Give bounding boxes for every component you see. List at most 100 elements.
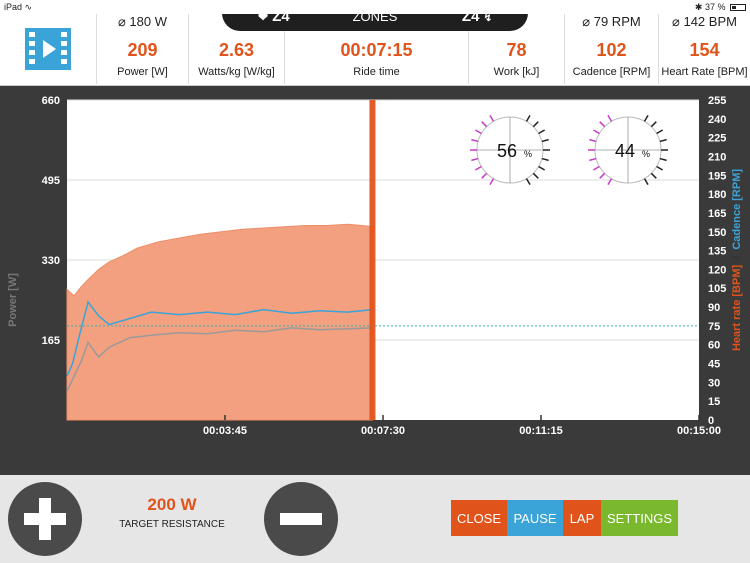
power-line — [66, 327, 373, 392]
gauge-value: 56 — [497, 141, 517, 161]
gauge-tick — [607, 114, 613, 122]
gauge-unit: % — [524, 149, 532, 159]
gauge-tick — [643, 178, 649, 186]
minus-icon — [280, 513, 322, 525]
y-right-tick-label: 180 — [708, 189, 726, 201]
watts-kg-value: 2.63 — [218, 40, 255, 60]
y-left-tick-label: 165 — [42, 335, 60, 347]
gauge-tick — [659, 157, 667, 162]
gauge-tick — [650, 121, 657, 128]
close-button[interactable]: CLOSE — [451, 500, 507, 536]
status-left: iPad ∿ — [4, 2, 32, 13]
settings-button[interactable]: SETTINGS — [601, 500, 678, 536]
pause-button[interactable]: PAUSE — [507, 500, 563, 536]
gauge-tick — [481, 172, 488, 179]
heart-icon: ❤ — [258, 10, 269, 24]
percentage-gauge: 44% — [588, 114, 668, 186]
status-right: ✱ 37 % — [695, 2, 746, 13]
avg-heart-rate: ⌀ 142 BPM — [672, 14, 737, 29]
gauge-tick — [589, 138, 597, 143]
lap-button[interactable]: LAP — [563, 500, 601, 536]
heart-rate-label: Heart Rate [BPM] — [661, 66, 748, 78]
metrics-header: ⌀ 180 W 209 Power [W] 2.63 Watts/kg [W/k… — [0, 0, 750, 86]
y-left-tick-label: 660 — [42, 95, 60, 107]
x-tick-label: 00:03:45 — [203, 425, 247, 437]
y-axis-label-cadence: Cadence [RPM] — [731, 169, 743, 250]
gauge-tick — [656, 129, 664, 135]
gauge-tick — [659, 138, 667, 143]
ride-time-label: Ride time — [353, 66, 400, 78]
tile-ride-time: 00:07:15 Ride time — [284, 0, 468, 84]
gauge-tick — [525, 178, 531, 186]
gauge-tick — [599, 121, 606, 128]
device-name: iPad — [4, 2, 23, 12]
gauge-tick — [592, 165, 600, 171]
current-time-cursor — [369, 100, 376, 420]
x-tick-label: 00:11:15 — [519, 425, 562, 437]
gauge-tick — [607, 178, 613, 186]
gauge-tick — [489, 178, 495, 186]
y-right-tick-label: 150 — [708, 227, 726, 239]
gauge-tick — [599, 172, 606, 179]
y-right-tick-label: 210 — [708, 151, 726, 163]
y-axis-label-separator: / — [731, 256, 743, 259]
ride-chart: 56% 44% 165330495660015304560759010512013… — [7, 95, 743, 437]
increase-resistance-button[interactable] — [8, 482, 82, 556]
avg-power: ⌀ 180 W — [117, 14, 167, 29]
power-value: 209 — [127, 40, 158, 60]
target-resistance: 200 W TARGET RESISTANCE — [108, 495, 236, 530]
gauge-tick — [538, 165, 546, 171]
tile-watts-kg: 2.63 Watts/kg [W/kg] — [188, 0, 284, 84]
battery-percent: 37 % — [704, 2, 726, 12]
work-value: 78 — [506, 40, 527, 60]
decrease-resistance-button[interactable] — [264, 482, 338, 556]
y-right-tick-label: 240 — [708, 114, 726, 126]
tile-heart-rate: ⌀ 142 BPM 154 Heart Rate [BPM] — [658, 0, 750, 84]
ride-time-value: 00:07:15 — [340, 40, 413, 60]
gauge-value: 44 — [615, 141, 635, 161]
target-resistance-value: 200 W — [147, 495, 197, 514]
status-bar: iPad ∿ ✱ 37 % — [0, 0, 750, 14]
gauge-tick — [538, 129, 546, 135]
gauge-tick — [656, 165, 664, 171]
y-right-tick-label: 135 — [708, 246, 726, 258]
cadence-value: 102 — [596, 40, 627, 60]
plus-icon — [24, 498, 66, 540]
video-button[interactable] — [6, 16, 90, 82]
video-icon — [25, 28, 71, 70]
gauge-tick — [650, 172, 657, 179]
tile-cadence: ⌀ 79 RPM 102 Cadence [RPM] — [564, 0, 658, 84]
gauge-tick — [525, 114, 531, 122]
y-right-tick-label: 165 — [708, 208, 726, 220]
y-right-tick-label: 60 — [708, 340, 720, 352]
gauge-tick — [471, 138, 479, 143]
chart-panel: 56% 44% 165 330 495 660 0 15 30 45 60 75 90 105 120 13… — [0, 86, 750, 475]
work-label: Work [kJ] — [493, 66, 540, 78]
percentage-gauge: 56% — [470, 114, 550, 186]
heart-rate-area — [66, 223, 374, 421]
gauge-tick — [541, 138, 549, 143]
gauge-tick — [474, 165, 482, 171]
cadence-label: Cadence [RPM] — [572, 66, 651, 78]
y-right-tick-label: 120 — [708, 264, 726, 276]
y-right-tick-label: 195 — [708, 170, 726, 182]
watts-kg-label: Watts/kg [W/kg] — [198, 66, 275, 78]
target-resistance-label: TARGET RESISTANCE — [119, 519, 225, 530]
avg-cadence: ⌀ 79 RPM — [582, 14, 641, 29]
cadence-line — [66, 300, 373, 377]
x-tick-label: 00:07:30 — [361, 425, 405, 437]
gauge-unit: % — [642, 149, 650, 159]
y-right-tick-label: 15 — [708, 396, 720, 408]
gauge-tick — [541, 157, 549, 162]
tile-work: 78 Work [kJ] — [468, 0, 564, 84]
y-left-tick-label: 495 — [42, 175, 60, 187]
y-right-tick-label: 225 — [708, 133, 726, 145]
gauge-tick — [532, 172, 539, 179]
wifi-icon: ∿ — [24, 2, 33, 12]
lightning-icon: ↯ — [483, 13, 492, 24]
y-left-tick-label: 330 — [42, 255, 60, 267]
y-axis-label-power: Power [W] — [7, 273, 19, 327]
tile-power: ⌀ 180 W 209 Power [W] — [96, 0, 188, 84]
control-bar: 200 W TARGET RESISTANCE CLOSE PAUSE LAP … — [0, 475, 750, 563]
y-right-tick-label: 75 — [708, 321, 720, 333]
